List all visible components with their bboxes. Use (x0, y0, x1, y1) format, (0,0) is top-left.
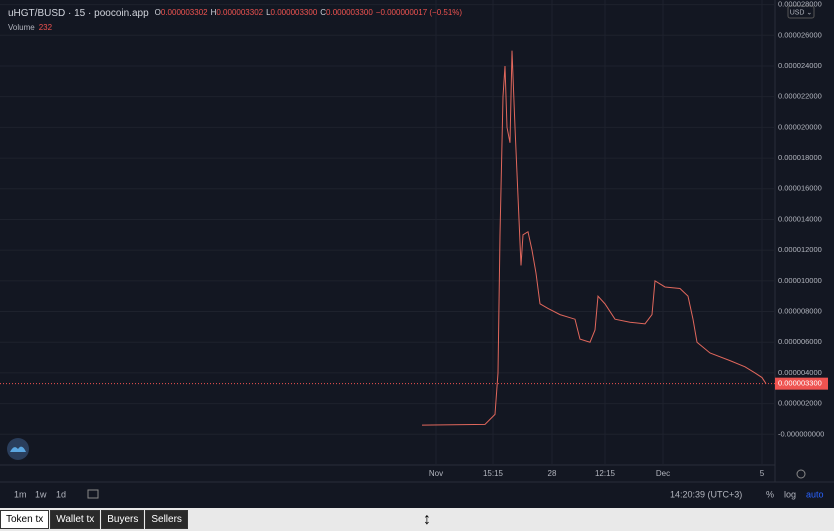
ohlc-key: C (320, 8, 326, 17)
x-tick-label: 5 (760, 469, 765, 478)
tab-bar: Token tx Wallet tx Buyers Sellers (0, 508, 834, 531)
clock: 14:20:39 (UTC+3) (670, 489, 742, 499)
source: poocoin.app (94, 8, 149, 19)
symbol: uHGT/BUSD (8, 8, 65, 19)
volume-legend: Volume 232 (8, 23, 53, 32)
legend-header: uHGT/BUSD · 15 · poocoin.app O0.000003302… (8, 8, 462, 19)
y-tick-label: -0.000000000 (778, 429, 824, 438)
tab[interactable]: Buyers (101, 510, 145, 529)
chart: uHGT/BUSD · 15 · poocoin.app O0.000003302… (0, 0, 834, 508)
compare-icon[interactable] (87, 489, 99, 499)
resize-handle[interactable]: ↕ (423, 511, 431, 528)
x-tick-label: Nov (429, 469, 443, 478)
y-tick-label: 0.000024000 (778, 61, 822, 70)
y-tick-label: 0.000026000 (778, 30, 822, 39)
price-line (421, 50, 767, 426)
x-tick-label: Dec (656, 469, 670, 478)
ohlc-key: L (266, 8, 271, 17)
tab[interactable]: Wallet tx (50, 510, 101, 529)
volume-value: 232 (39, 23, 53, 32)
plot (0, 50, 775, 426)
price-tag: 0.000003300 (778, 379, 822, 388)
tab[interactable]: Sellers (145, 510, 188, 529)
currency-button[interactable] (787, 5, 815, 19)
x-tick-label: 28 (548, 469, 557, 478)
scale-option[interactable]: % (766, 489, 774, 499)
currency-label[interactable]: USD ⌄ (790, 9, 813, 16)
scale-option[interactable]: log (784, 489, 796, 499)
y-tick-label: 0.000004000 (778, 368, 822, 377)
range-button[interactable]: 1w (35, 489, 47, 499)
background (0, 0, 834, 508)
y-tick-label: 0.000006000 (778, 337, 822, 346)
volume-label: Volume (8, 23, 35, 32)
y-tick-label: 0.000008000 (778, 307, 822, 316)
tab[interactable]: Token tx (0, 510, 50, 529)
y-tick-label: 0.000028000 (778, 0, 822, 9)
ohlc-value: 0.000003302 (216, 8, 263, 17)
x-tick-label: 15:15 (483, 469, 504, 478)
y-tick-label: 0.000022000 (778, 92, 822, 101)
y-tick-label: 0.000014000 (778, 214, 822, 223)
range-button[interactable]: 1d (56, 489, 66, 499)
y-tick-label: 0.000018000 (778, 153, 822, 162)
ohlc-key: H (211, 8, 217, 17)
y-tick-label: 0.000002000 (778, 399, 822, 408)
ohlc-value: 0.000003300 (271, 8, 318, 17)
range-button[interactable]: 1m (14, 489, 27, 499)
y-tick-label: 0.000020000 (778, 122, 822, 131)
grid (0, 0, 775, 465)
interval: 15 (74, 8, 86, 19)
settings-icon[interactable] (796, 469, 806, 479)
ohlc-value: 0.000003300 (326, 8, 373, 17)
scale-option[interactable]: auto (806, 489, 824, 499)
logo-icon (10, 446, 26, 452)
y-tick-label: 0.000016000 (778, 184, 822, 193)
price-tag-bg (775, 377, 828, 390)
y-tick-label: 0.000012000 (778, 245, 822, 254)
x-tick-label: 12:15 (595, 469, 616, 478)
change: −0.000000017 (−0.51%) (376, 8, 463, 17)
ohlc-value: 0.000003302 (161, 8, 208, 17)
ohlc-key: O (155, 8, 161, 17)
y-tick-label: 0.000010000 (778, 276, 822, 285)
